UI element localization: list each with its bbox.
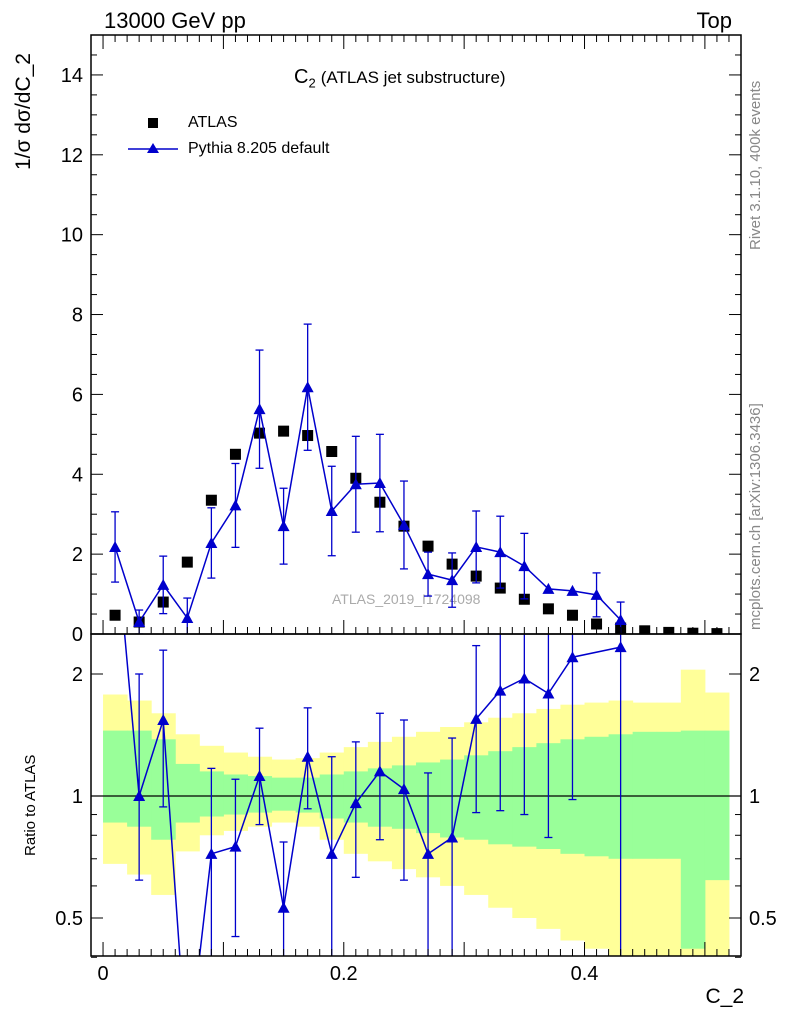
ratio-data-point (277, 901, 290, 913)
pythia-data-point (614, 614, 627, 626)
pythia-data-point (349, 478, 362, 490)
ratio-y-tick-label: 2 (72, 664, 83, 686)
main-y-tick-label: 2 (72, 544, 83, 566)
atlas-data-point (542, 603, 554, 615)
inner-band-bin (680, 730, 706, 949)
pythia-data-point (446, 574, 459, 586)
ratio-data-point (373, 765, 386, 777)
ratio-data-point (205, 847, 218, 859)
ratio-data-point (133, 790, 146, 801)
legend-pythia-marker (147, 143, 159, 153)
header-top-label: Top (696, 8, 732, 33)
plot-title-symbol: C (294, 66, 309, 88)
header-process-label: 13000 GeV pp (104, 8, 246, 33)
x-tick-label: 0.2 (330, 963, 358, 985)
main-series (109, 323, 723, 634)
legend-pythia-label: Pythia 8.205 default (188, 140, 330, 157)
inner-band-bin (704, 730, 730, 881)
pythia-data-point (590, 588, 603, 600)
ratio-y-tick-label: 1 (72, 786, 83, 808)
pythia-data-point (494, 546, 507, 558)
atlas-data-point (205, 494, 217, 506)
main-y-tick-label: 8 (72, 305, 83, 327)
plot-title: C2 (ATLAS jet substructure) (294, 66, 506, 91)
ratio-data-point (253, 770, 266, 782)
pythia-data-point (277, 520, 290, 532)
pythia-data-point (373, 477, 386, 489)
analysis-watermark: ATLAS_2019_I1724098 (332, 591, 481, 607)
inner-band-bin (103, 730, 128, 823)
ratio-data-point (614, 641, 627, 653)
pythia-data-point (397, 518, 410, 530)
x-tick-label: 0.4 (571, 963, 599, 985)
main-y-tick-label: 10 (61, 225, 83, 247)
main-y-tick-label: 6 (72, 384, 83, 406)
inner-band-bin (632, 731, 658, 859)
atlas-data-point (566, 609, 578, 621)
legend-symbols (128, 118, 178, 153)
ratio-y-tick-label: 0.5 (55, 908, 83, 930)
ratio-data-point (422, 847, 435, 859)
ratio-y-tick-label-right: 0.5 (749, 908, 777, 930)
pythia-data-point (133, 616, 146, 628)
pythia-data-point (470, 540, 483, 552)
main-y-tick-label: 0 (72, 624, 83, 646)
ratio-data-point (349, 797, 362, 809)
x-tick-label: 0 (97, 963, 108, 985)
inner-band-bin (656, 731, 682, 859)
atlas-data-point (591, 618, 603, 630)
pythia-data-point (542, 582, 555, 594)
legend: ATLAS Pythia 8.205 default (128, 112, 388, 168)
legend-atlas-marker (148, 118, 158, 128)
pythia-line (114, 387, 622, 624)
pythia-data-point (157, 578, 170, 590)
atlas-data-point (229, 448, 241, 460)
pythia-data-point (109, 540, 122, 552)
ratio-data-point (157, 714, 170, 726)
pythia-data-point (181, 612, 194, 624)
ratio-data-point (229, 840, 242, 852)
ratio-data-point (518, 672, 531, 684)
pythia-data-point (518, 560, 531, 572)
ratio-data-point (301, 750, 314, 762)
atlas-data-point (326, 446, 338, 458)
pythia-data-point (422, 568, 435, 580)
atlas-data-point (422, 540, 434, 552)
plot-title-subscript: 2 (308, 75, 316, 91)
atlas-data-point (109, 609, 121, 621)
ratio-data-point (542, 687, 555, 699)
pythia-data-point (566, 584, 579, 596)
pythia-data-point (301, 381, 314, 393)
ratio-data-point (446, 831, 459, 843)
inner-band-bin (175, 763, 200, 823)
ratio-data-point (325, 847, 338, 859)
ratio-data-point (566, 651, 579, 663)
atlas-data-point (181, 556, 193, 568)
ratio-y-tick-label-right: 1 (749, 786, 760, 808)
ratio-data-point (494, 684, 507, 696)
plot-title-text: (ATLAS jet substructure) (320, 68, 506, 87)
main-y-tick-label: 12 (61, 145, 83, 167)
pythia-data-point (325, 505, 338, 517)
main-frame (90, 34, 742, 635)
ratio-data-point (470, 712, 483, 724)
x-axis-label: C_2 (705, 985, 744, 1008)
main-y-tick-label: 14 (61, 65, 83, 87)
pythia-data-point (229, 499, 242, 511)
ratio-series (123, 634, 627, 956)
legend-atlas-label: ATLAS (188, 114, 238, 131)
atlas-data-point (278, 425, 290, 437)
ratio-y-tick-label-right: 2 (749, 664, 760, 686)
pythia-data-point (253, 403, 266, 415)
ratio-data-point (397, 783, 410, 795)
pythia-data-point (205, 536, 218, 548)
main-y-tick-label: 4 (72, 464, 83, 486)
inner-band-bin (271, 777, 297, 811)
